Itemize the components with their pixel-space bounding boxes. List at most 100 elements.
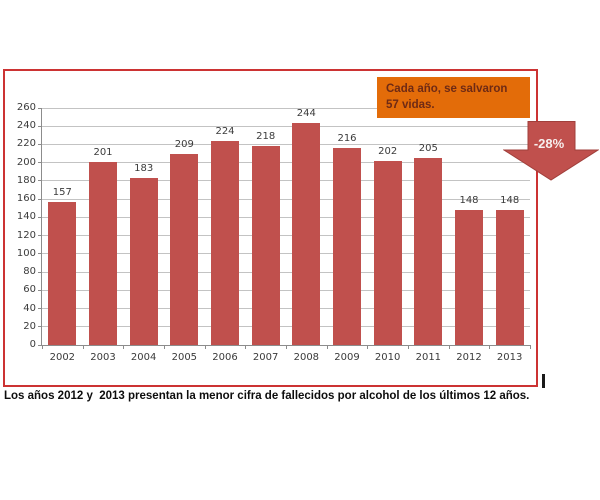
y-axis-tick-label: 160 — [16, 193, 36, 205]
down-arrow-icon: -28% — [503, 121, 599, 181]
bar-value-label: 202 — [378, 145, 398, 157]
gridline — [42, 253, 530, 255]
gridline — [42, 289, 530, 291]
y-tick — [38, 253, 42, 255]
y-tick — [38, 235, 42, 237]
y-axis-line — [41, 108, 42, 346]
y-tick — [38, 162, 42, 164]
y-axis-tick-label: 80 — [23, 266, 36, 278]
x-tick — [123, 345, 125, 349]
text-cursor — [542, 374, 545, 388]
y-tick — [38, 344, 42, 346]
bar-value-label: 205 — [418, 143, 438, 155]
x-axis-tick-label: 2006 — [212, 352, 238, 363]
gridline — [42, 216, 530, 218]
x-axis-tick-label: 2003 — [90, 352, 116, 363]
bar — [170, 154, 199, 345]
x-tick — [489, 345, 491, 349]
gridline — [42, 143, 530, 145]
x-tick — [530, 345, 531, 349]
y-axis-tick-label: 180 — [16, 174, 36, 186]
x-axis-line — [41, 345, 531, 346]
bar — [455, 210, 483, 345]
y-axis-tick-label: 200 — [16, 156, 36, 168]
down-arrow-shape — [503, 121, 599, 181]
x-tick — [204, 345, 206, 349]
bar — [333, 148, 361, 345]
x-tick — [245, 345, 247, 349]
bar-value-label: 218 — [256, 131, 276, 143]
gridline — [42, 162, 530, 164]
bar — [251, 146, 280, 345]
x-tick — [326, 345, 328, 349]
bar — [211, 140, 239, 345]
gridline — [42, 326, 530, 328]
y-tick — [38, 308, 42, 310]
bar-value-label: 148 — [500, 195, 520, 207]
gridline — [42, 107, 530, 109]
gridline — [42, 235, 530, 237]
caption-text: Los años 2012 y 2013 presentan la menor … — [4, 390, 530, 402]
y-axis-tick-label: 100 — [16, 247, 36, 259]
y-tick — [38, 143, 42, 145]
gridline — [42, 271, 530, 273]
y-axis-tick-label: 260 — [16, 102, 36, 113]
arrow-percent-label: -28% — [534, 136, 565, 151]
bar — [129, 178, 158, 345]
y-axis-tick-label: 0 — [29, 339, 36, 350]
y-axis-tick-label: 220 — [16, 138, 36, 150]
x-tick — [367, 345, 369, 349]
y-tick — [38, 180, 42, 182]
gridline — [42, 180, 530, 182]
y-axis-tick-label: 20 — [23, 320, 36, 332]
x-tick — [286, 345, 287, 349]
bar-value-label: 148 — [459, 195, 479, 207]
bar — [414, 158, 443, 345]
bar-value-label: 209 — [174, 139, 194, 151]
callout-line2: 57 vidas. — [386, 99, 435, 111]
x-axis-tick-label: 2002 — [49, 352, 76, 363]
x-tick — [448, 345, 450, 349]
bar-value-label: 216 — [337, 133, 357, 145]
callout-line1: Cada año, se salvaron — [386, 83, 508, 95]
y-axis-tick-label: 120 — [16, 229, 36, 241]
y-axis-tick-label: 240 — [16, 120, 36, 132]
x-axis-tick-label: 2011 — [415, 352, 442, 363]
x-axis-tick-label: 2004 — [130, 352, 157, 363]
bar — [48, 201, 77, 345]
bar-value-label: 157 — [52, 186, 72, 198]
y-tick — [38, 198, 42, 200]
y-axis-tick-label: 60 — [23, 284, 36, 296]
bar-value-label: 183 — [134, 163, 154, 175]
gridline — [42, 125, 530, 127]
y-tick — [38, 125, 42, 127]
y-tick — [38, 326, 42, 328]
x-axis-tick-label: 2005 — [171, 352, 198, 363]
x-axis-tick-label: 2007 — [252, 352, 279, 363]
x-tick — [164, 345, 165, 349]
bar-value-label: 224 — [215, 125, 235, 137]
gridline — [42, 308, 530, 310]
y-axis-tick-label: 140 — [16, 211, 36, 223]
gridline — [42, 198, 530, 200]
x-axis-tick-label: 2010 — [374, 352, 401, 363]
x-axis-tick-label: 2009 — [334, 352, 360, 363]
bar-value-label: 201 — [93, 146, 113, 158]
bar — [495, 210, 524, 345]
y-tick — [38, 216, 42, 218]
y-tick — [38, 107, 42, 109]
bar — [89, 161, 117, 345]
bar — [373, 160, 402, 345]
y-tick — [38, 271, 42, 273]
y-tick — [38, 289, 42, 291]
bar — [292, 122, 321, 345]
x-axis-tick-label: 2008 — [293, 352, 320, 363]
x-axis-tick-label: 2013 — [496, 352, 523, 363]
y-axis-tick-label: 40 — [23, 302, 36, 314]
callout-box: Cada año, se salvaron 57 vidas. — [377, 77, 530, 118]
x-tick — [42, 345, 43, 349]
x-tick — [408, 345, 409, 349]
x-axis-tick-label: 2012 — [456, 352, 482, 363]
